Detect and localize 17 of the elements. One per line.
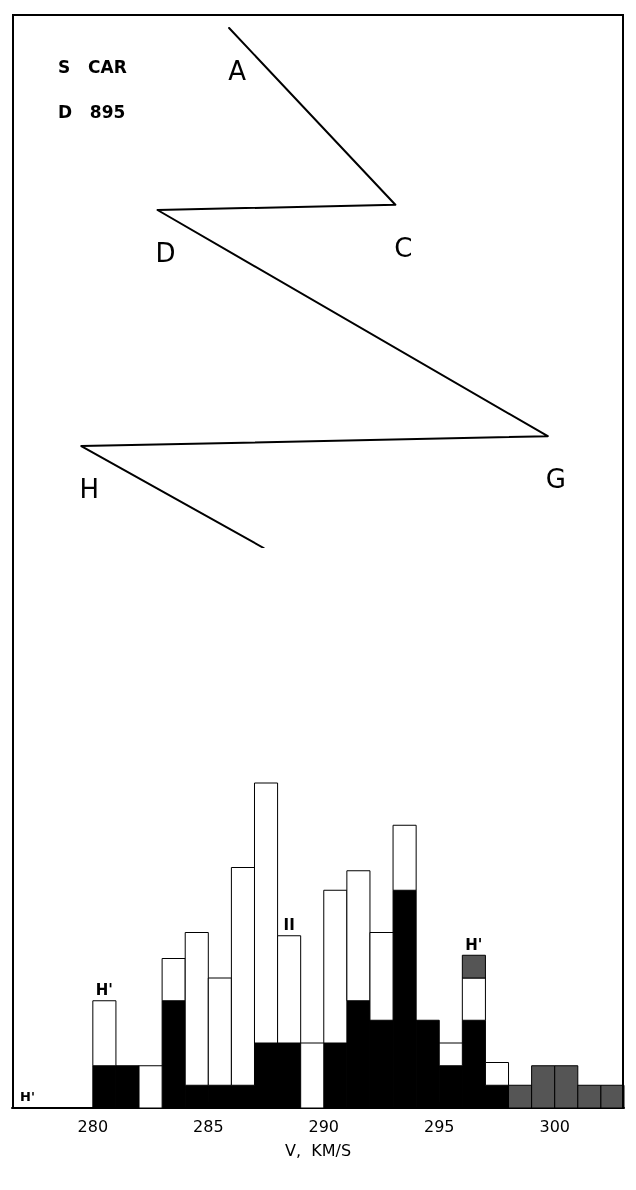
annotation: H' <box>95 981 113 1000</box>
annotation: S CAR <box>58 56 127 77</box>
annotation: H' <box>20 1089 35 1104</box>
annotation: A <box>228 56 247 86</box>
x-tick-label: 300 <box>539 1116 570 1136</box>
annotation: II <box>283 916 295 935</box>
annotation: H' <box>465 935 483 954</box>
x-tick-label: 295 <box>423 1116 455 1136</box>
x-axis-title: V, KM/S <box>284 1140 352 1160</box>
annotation: H <box>79 474 100 505</box>
x-tick-label: 280 <box>77 1116 109 1136</box>
x-tick-label: 285 <box>193 1116 224 1136</box>
annotation: D <box>155 238 176 268</box>
annotation: G <box>545 464 566 495</box>
x-tick-label: 290 <box>308 1116 340 1136</box>
annotation: D 895 <box>58 101 126 122</box>
annotation: C <box>394 232 413 263</box>
